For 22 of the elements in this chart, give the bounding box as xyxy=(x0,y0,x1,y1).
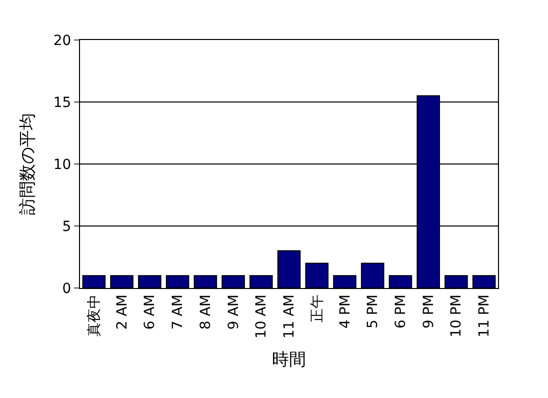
x-tick-label: 真夜中 xyxy=(86,294,102,337)
x-tick-label: 6 AM xyxy=(142,294,158,330)
y-tick-label: 15 xyxy=(53,94,72,111)
x-tick-label: 7 AM xyxy=(170,294,186,330)
x-tick-label: 11 PM xyxy=(476,294,493,338)
y-tick-label: 20 xyxy=(53,32,72,49)
x-tick-label: 2 AM xyxy=(114,294,130,330)
x-tick-label: 10 PM xyxy=(448,294,465,338)
x-tick-label: 5 PM xyxy=(365,294,382,328)
x-tick-label: 正午 xyxy=(309,294,326,323)
x-axis-title: 時間 xyxy=(272,350,306,370)
y-tick-label: 5 xyxy=(62,218,72,235)
y-tick-label: 0 xyxy=(62,280,72,297)
y-axis-title: 訪問数の平均 xyxy=(18,113,38,215)
x-tick-label: 11 AM xyxy=(282,294,298,339)
x-tick-label: 4 PM xyxy=(337,294,354,328)
x-tick-label: 6 PM xyxy=(393,294,410,328)
x-tick-label: 9 AM xyxy=(226,294,242,330)
x-tick-label: 9 PM xyxy=(420,294,437,328)
x-tick-label: 8 AM xyxy=(198,294,214,330)
y-tick-label: 10 xyxy=(53,156,72,173)
x-tick-label: 10 AM xyxy=(254,294,270,339)
